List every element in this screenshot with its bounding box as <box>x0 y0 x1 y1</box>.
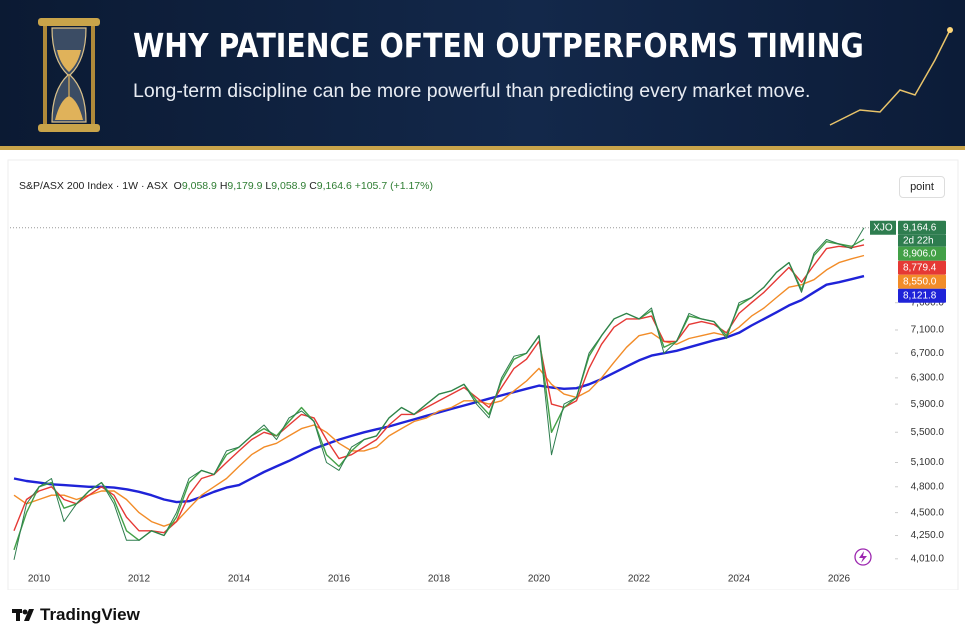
ohlc-low: 9,058.9 <box>271 180 307 192</box>
x-tick-label: 2022 <box>628 574 651 585</box>
ohlc-low-label: L <box>265 180 272 192</box>
x-tick-label: 2026 <box>828 574 851 585</box>
y-tick-label: 4,500.0 <box>911 507 945 518</box>
point-button[interactable]: point <box>899 176 945 198</box>
y-tick-label: 5,500.0 <box>911 427 945 438</box>
banner-art <box>38 18 953 132</box>
countdown-tag <box>898 234 946 247</box>
price-tag <box>898 274 946 289</box>
x-tick-label: 2012 <box>128 574 151 585</box>
tv-logo <box>12 609 34 621</box>
y-tick-label: 7,100.0 <box>911 325 945 336</box>
y-tick-label: 4,800.0 <box>911 481 945 492</box>
brand: TradingView <box>40 605 140 624</box>
hourglass <box>38 18 100 132</box>
price-tag-label: 8,779.4 <box>903 262 937 273</box>
y-tick-label: 5,100.0 <box>911 457 945 468</box>
y-tick-label: 5,900.0 <box>911 399 945 410</box>
banner: WHY PATIENCE OFTEN OUTPERFORMS TIMING Lo… <box>0 0 965 150</box>
x-tick-label: 2014 <box>228 574 251 585</box>
price-tag <box>898 260 946 275</box>
banner-subtitle: Long-term discipline can be more powerfu… <box>133 80 811 102</box>
price-line <box>13 227 865 560</box>
change: +105.7 (+1.17%) <box>354 180 433 192</box>
countdown: 2d 22h <box>903 235 934 246</box>
footer: TradingView <box>12 605 140 625</box>
x-tick-label: 2010 <box>28 574 51 585</box>
price-tag <box>898 246 946 261</box>
price-tag-label: 8,121.8 <box>903 290 937 301</box>
banner-dot <box>947 27 953 33</box>
ohlc-high: 9,179.9 <box>227 180 263 192</box>
ma-line <box>13 254 865 527</box>
banner-trend <box>829 29 951 126</box>
x-tick-label: 2020 <box>528 574 551 585</box>
y-tick-label: 6,700.0 <box>911 348 945 359</box>
price-tag <box>898 288 946 303</box>
ohlc-close: 9,164.6 <box>316 180 352 192</box>
price-tag-label: 8,906.0 <box>903 248 937 259</box>
ohlc-open: 9,058.9 <box>181 180 217 192</box>
symbol-tag-label: XJO <box>873 222 893 233</box>
ma-line <box>13 274 865 504</box>
price-tag-label: 9,164.6 <box>903 222 937 233</box>
y-tick-label: 6,300.0 <box>911 372 945 383</box>
price-tag <box>898 220 946 235</box>
chart: 4,010.0 4,250.0 4,500.0 4,800.0 5,100.0 5,500… <box>7 159 959 590</box>
y-tick-label: 4,010.0 <box>911 553 945 564</box>
ohlc-high-label: H <box>219 180 228 192</box>
banner-title: WHY PATIENCE OFTEN OUTPERFORMS TIMING <box>133 26 864 65</box>
chart-header: S&P/ASX 200 Index · 1W · ASX O9,058.9 H9… <box>19 180 433 192</box>
x-tick-label: 2018 <box>428 574 451 585</box>
y-tick-label: 4,250.0 <box>911 530 945 541</box>
plot-frame <box>7 159 959 590</box>
lightning-icon <box>854 548 872 566</box>
symbol-tag <box>870 220 896 235</box>
symbol: S&P/ASX 200 Index · 1W · ASX <box>19 180 168 192</box>
x-tick-label: 2016 <box>328 574 351 585</box>
x-tick-label: 2024 <box>728 574 751 585</box>
y-tick-label: 7,600.0 <box>911 297 945 308</box>
ma-line <box>13 244 865 534</box>
ohlc-open-label: O <box>173 180 182 192</box>
ohlc-close-label: C <box>309 180 317 192</box>
price-tag-label: 8,550.0 <box>903 276 937 287</box>
